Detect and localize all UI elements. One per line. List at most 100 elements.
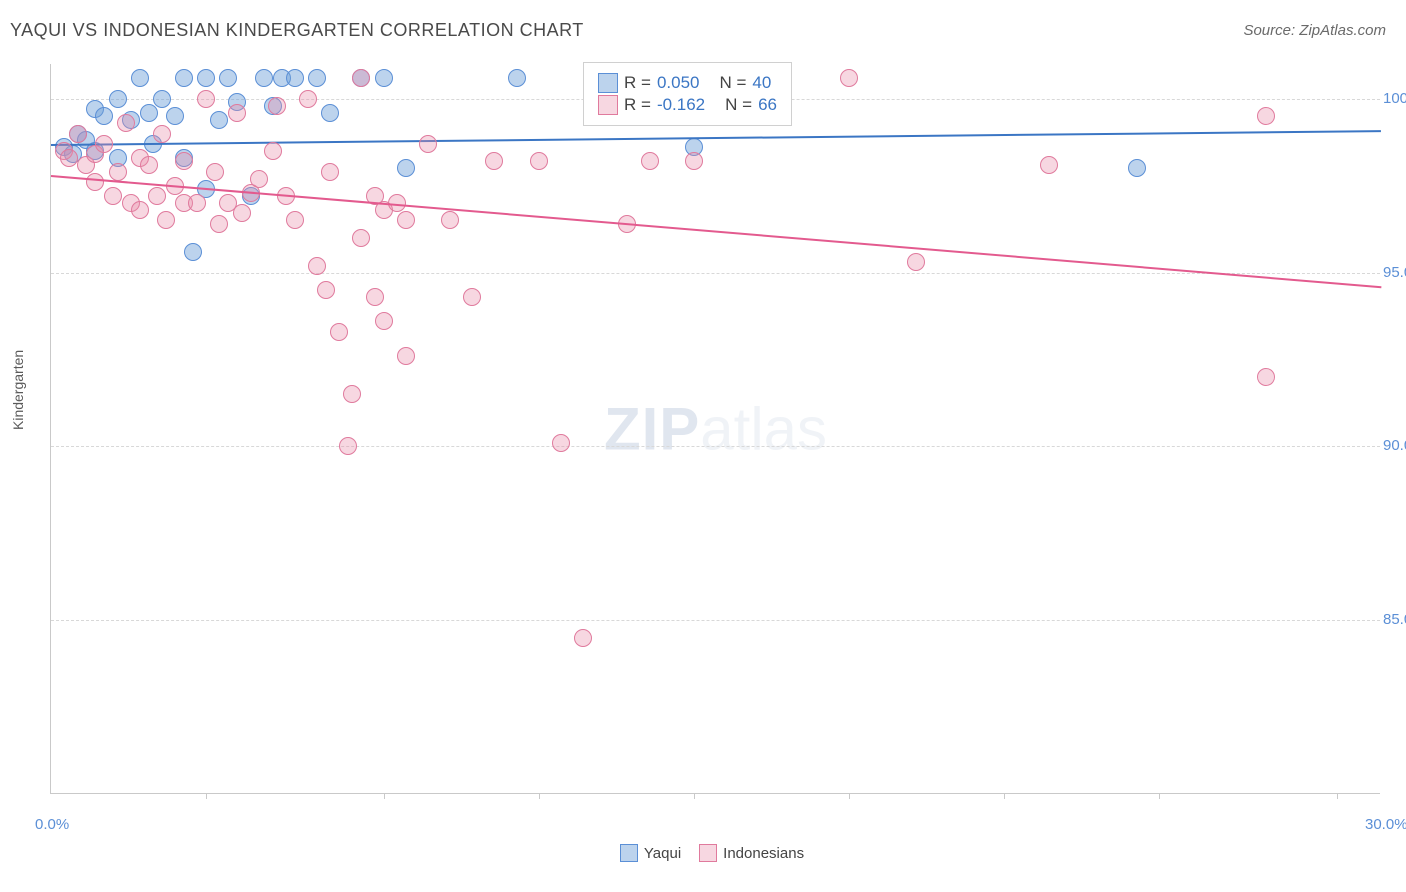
data-point — [109, 90, 127, 108]
legend-n-label: N = — [719, 73, 746, 93]
trend-line — [51, 130, 1381, 146]
data-point — [228, 104, 246, 122]
y-tick-label: 85.0% — [1383, 611, 1406, 628]
data-point — [397, 211, 415, 229]
correlation-legend: R = 0.050 N = 40R = -0.162 N = 66 — [583, 62, 792, 126]
data-point — [131, 201, 149, 219]
y-axis-label: Kindergarten — [10, 350, 26, 430]
x-tick-label: 0.0% — [35, 816, 69, 833]
data-point — [104, 187, 122, 205]
x-tick-label: 30.0% — [1365, 816, 1406, 833]
data-point — [268, 97, 286, 115]
data-point — [552, 434, 570, 452]
data-point — [69, 125, 87, 143]
data-point — [286, 69, 304, 87]
data-point — [366, 288, 384, 306]
y-tick-label: 100.0% — [1383, 90, 1406, 107]
data-point — [485, 152, 503, 170]
data-point — [60, 149, 78, 167]
data-point — [339, 437, 357, 455]
data-point — [255, 69, 273, 87]
legend-r-value: -0.162 — [657, 95, 705, 115]
data-point — [131, 69, 149, 87]
data-point — [109, 163, 127, 181]
data-point — [206, 163, 224, 181]
data-point — [153, 90, 171, 108]
data-point — [321, 104, 339, 122]
y-tick-label: 95.0% — [1383, 264, 1406, 281]
data-point — [233, 204, 251, 222]
legend-label: Yaqui — [644, 845, 681, 862]
data-point — [117, 114, 135, 132]
data-point — [153, 125, 171, 143]
data-point — [95, 107, 113, 125]
legend-row: R = -0.162N = 66 — [598, 95, 777, 115]
data-point — [286, 211, 304, 229]
data-point — [840, 69, 858, 87]
legend-label: Indonesians — [723, 845, 804, 862]
data-point — [197, 69, 215, 87]
legend-swatch — [699, 844, 717, 862]
x-tick-mark — [1159, 793, 1160, 799]
legend-swatch — [598, 95, 618, 115]
data-point — [343, 385, 361, 403]
data-point — [250, 170, 268, 188]
data-point — [308, 257, 326, 275]
legend-n-value: 40 — [752, 73, 771, 93]
data-point — [219, 69, 237, 87]
gridline — [51, 446, 1380, 447]
gridline — [51, 620, 1380, 621]
data-point — [148, 187, 166, 205]
data-point — [299, 90, 317, 108]
legend-n-label: N = — [725, 95, 752, 115]
data-point — [197, 90, 215, 108]
data-point — [210, 111, 228, 129]
data-point — [419, 135, 437, 153]
data-point — [317, 281, 335, 299]
chart-header: YAQUI VS INDONESIAN KINDERGARTEN CORRELA… — [10, 20, 1386, 50]
data-point — [140, 156, 158, 174]
data-point — [397, 159, 415, 177]
legend-swatch — [620, 844, 638, 862]
data-point — [641, 152, 659, 170]
data-point — [1040, 156, 1058, 174]
data-point — [175, 69, 193, 87]
data-point — [463, 288, 481, 306]
gridline — [51, 273, 1380, 274]
watermark-strong: ZIP — [604, 395, 700, 462]
data-point — [264, 142, 282, 160]
data-point — [157, 211, 175, 229]
data-point — [86, 173, 104, 191]
data-point — [1257, 107, 1275, 125]
data-point — [375, 69, 393, 87]
chart-title: YAQUI VS INDONESIAN KINDERGARTEN CORRELA… — [10, 20, 584, 41]
data-point — [175, 152, 193, 170]
data-point — [907, 253, 925, 271]
legend-n-value: 66 — [758, 95, 777, 115]
x-tick-mark — [1337, 793, 1338, 799]
legend-r-value: 0.050 — [657, 73, 700, 93]
data-point — [188, 194, 206, 212]
x-tick-mark — [849, 793, 850, 799]
data-point — [321, 163, 339, 181]
data-point — [352, 69, 370, 87]
scatter-plot-area: ZIPatlas 100.0%95.0%90.0%85.0%R = 0.050N… — [50, 64, 1380, 794]
data-point — [375, 312, 393, 330]
x-tick-mark — [206, 793, 207, 799]
data-point — [210, 215, 228, 233]
legend-row: R = 0.050 N = 40 — [598, 73, 777, 93]
x-tick-mark — [384, 793, 385, 799]
x-tick-mark — [694, 793, 695, 799]
chart-source: Source: ZipAtlas.com — [1243, 22, 1386, 39]
data-point — [166, 107, 184, 125]
x-tick-mark — [539, 793, 540, 799]
legend-r-label: R = — [624, 73, 651, 93]
data-point — [308, 69, 326, 87]
trend-line — [51, 175, 1381, 288]
data-point — [1128, 159, 1146, 177]
data-point — [184, 243, 202, 261]
data-point — [441, 211, 459, 229]
data-point — [397, 347, 415, 365]
watermark-light: atlas — [700, 395, 827, 462]
data-point — [685, 152, 703, 170]
